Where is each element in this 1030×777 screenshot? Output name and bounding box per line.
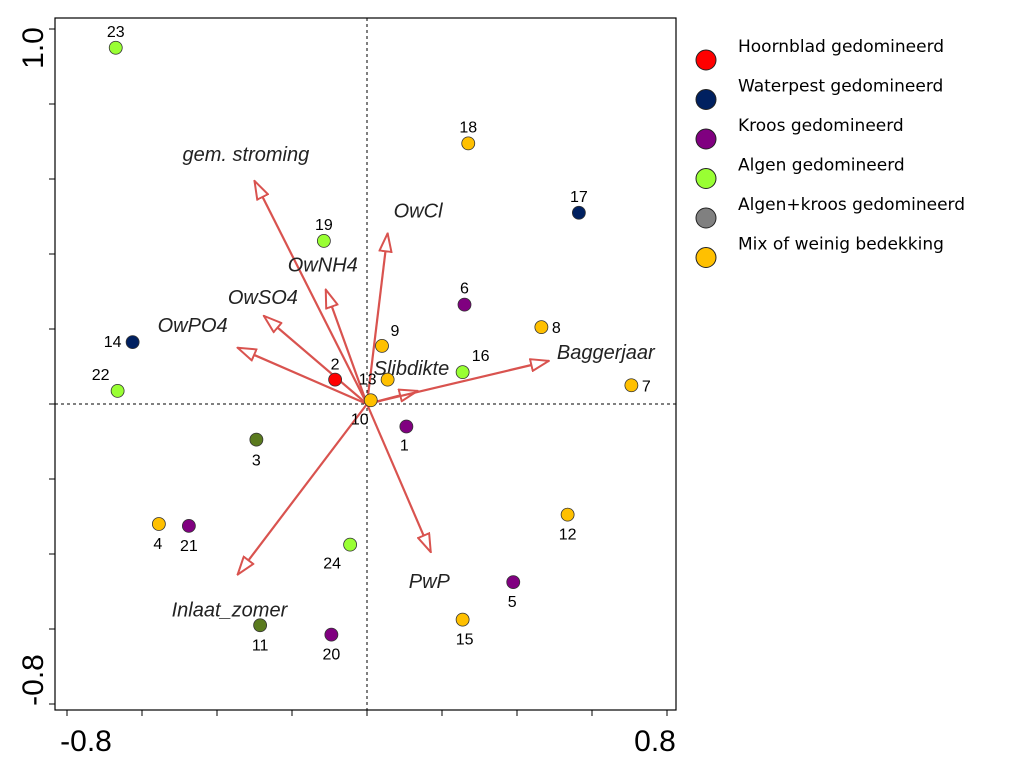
x-tick-label-max: 0.8 xyxy=(634,725,676,758)
site-point-label: 9 xyxy=(391,323,400,340)
vector-label: OwSO4 xyxy=(228,287,298,309)
vector-label: Inlaat_zomer xyxy=(172,600,289,622)
legend-label: Hoornblad gedomineerd xyxy=(738,37,944,57)
vector-label: OwCl xyxy=(394,200,443,222)
site-point xyxy=(253,618,268,633)
site-point-label: 17 xyxy=(570,189,588,206)
site-point-label: 19 xyxy=(315,217,333,234)
vector-label: PwP xyxy=(409,571,451,593)
site-point xyxy=(624,378,639,393)
site-point xyxy=(343,537,358,552)
site-point-label: 2 xyxy=(331,357,340,374)
vector-arrow xyxy=(365,233,388,405)
site-point xyxy=(108,40,123,55)
site-point xyxy=(328,372,343,387)
site-point xyxy=(461,136,476,151)
site-point-label: 20 xyxy=(322,647,340,664)
site-point-label: 6 xyxy=(460,281,469,298)
legend-label: Kroos gedomineerd xyxy=(738,116,904,136)
site-point-label: 23 xyxy=(107,24,125,41)
y-tick-label-max: 1.0 xyxy=(17,27,50,69)
site-point xyxy=(324,627,339,642)
vector-label: OwPO4 xyxy=(158,315,228,337)
legend-label: Algen+kroos gedomineerd xyxy=(738,195,965,215)
vector-arrow xyxy=(326,290,369,405)
site-point-label: 21 xyxy=(180,538,198,555)
site-point xyxy=(125,335,140,350)
site-point xyxy=(151,517,166,531)
vector-label: OwNH4 xyxy=(288,255,358,277)
legend: Hoornblad gedomineerd Waterpest gedominee… xyxy=(695,37,965,268)
site-point xyxy=(455,365,470,380)
site-point-label: 3 xyxy=(252,453,261,470)
legend-swatch xyxy=(695,128,717,150)
vector-label: Baggerjaar xyxy=(557,342,656,364)
reference-lines xyxy=(55,18,676,710)
x-tick-label-min: -0.8 xyxy=(60,725,112,758)
site-point-label: 12 xyxy=(559,527,577,544)
site-point xyxy=(534,320,549,335)
site-point-label: 7 xyxy=(642,378,651,395)
vector-arrow xyxy=(264,316,368,405)
vector-arrow xyxy=(238,403,368,575)
site-point xyxy=(316,233,331,248)
vector-arrow xyxy=(255,181,368,405)
site-point-label: 22 xyxy=(92,367,110,384)
legend-label: Algen gedomineerd xyxy=(738,156,905,176)
legend-label: Waterpest gedomineerd xyxy=(738,77,943,97)
site-point xyxy=(560,507,575,522)
vector-label: gem. stroming xyxy=(183,144,310,166)
site-point xyxy=(249,432,264,447)
legend-swatch xyxy=(695,89,717,110)
site-point xyxy=(457,297,472,312)
vector-arrow xyxy=(365,403,431,552)
site-point xyxy=(571,205,586,220)
site-point-label: 1 xyxy=(400,438,409,455)
site-point xyxy=(363,393,378,408)
site-point-label: 15 xyxy=(456,632,474,649)
site-point-label: 5 xyxy=(508,594,517,611)
legend-swatch xyxy=(695,168,717,189)
legend-label: Mix of weinig bedekking xyxy=(738,235,944,255)
vector-arrow xyxy=(238,348,368,406)
site-point xyxy=(455,612,470,627)
site-point-label: 11 xyxy=(252,637,269,654)
site-point-label: 10 xyxy=(351,411,369,428)
site-point-label: 4 xyxy=(153,536,162,553)
site-point-label: 8 xyxy=(552,320,561,337)
site-point-label: 16 xyxy=(472,348,490,365)
site-point-label: 24 xyxy=(323,556,341,573)
site-point xyxy=(506,575,521,590)
site-point xyxy=(181,518,196,533)
site-point xyxy=(380,372,395,387)
site-point xyxy=(110,383,125,398)
axis-ticks xyxy=(49,28,668,716)
legend-swatch xyxy=(695,207,717,229)
legend-swatch xyxy=(695,49,717,71)
vector-arrow xyxy=(366,361,549,406)
site-point xyxy=(399,419,414,434)
site-point xyxy=(375,338,389,353)
y-tick-label-min: -0.8 xyxy=(17,654,50,706)
plot-frame xyxy=(54,17,677,711)
legend-swatch xyxy=(695,247,717,268)
site-point-label: 14 xyxy=(104,334,122,351)
vector-label: Slibdikte xyxy=(374,358,450,380)
site-point-label: 13 xyxy=(359,372,377,389)
site-point-label: 18 xyxy=(459,119,477,136)
